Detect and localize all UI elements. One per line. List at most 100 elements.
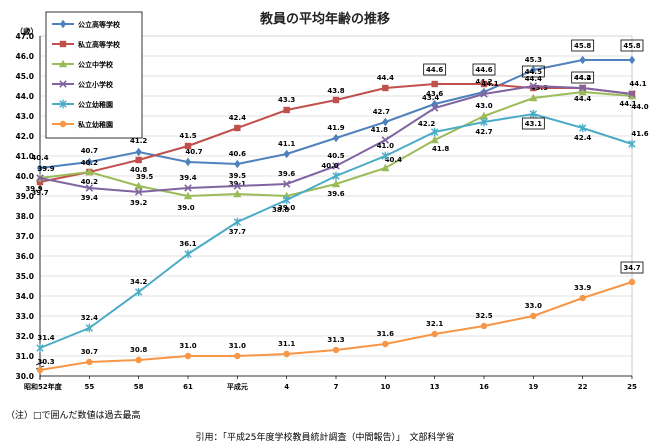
data-label: 34.2: [130, 278, 147, 286]
data-label: 41.0: [377, 142, 394, 150]
record-high-box: [571, 71, 595, 84]
point: [85, 184, 94, 192]
y-tick-label: 46.0: [15, 52, 34, 61]
data-label: 41.8: [371, 126, 388, 134]
point: [529, 109, 538, 119]
point: [58, 59, 68, 68]
data-label: 39.6: [327, 190, 344, 198]
point: [59, 80, 67, 88]
x-tick-label: 昭和52年度: [24, 382, 63, 391]
y-axis-label: （歳）: [16, 26, 39, 36]
point: [430, 104, 439, 112]
record-high-box: [521, 65, 545, 78]
y-tick-label: 37.0: [15, 232, 34, 241]
legend-label: 公立小学校: [78, 80, 114, 89]
point: [36, 163, 44, 173]
x-tick-label: 10: [380, 383, 390, 391]
point: [282, 180, 291, 188]
point: [529, 82, 538, 90]
y-tick-label: 42.0: [15, 132, 34, 141]
data-label: 41.2: [130, 137, 147, 145]
data-label: 39.4: [179, 174, 196, 182]
point: [628, 278, 636, 286]
data-label: 43.1: [525, 120, 542, 128]
point: [480, 117, 488, 127]
point: [579, 55, 586, 65]
data-label: 44.1: [629, 80, 646, 88]
data-label: 39.6: [278, 170, 295, 178]
data-label: 39.1: [229, 180, 246, 188]
y-tick-label: 35.0: [15, 272, 34, 281]
point: [628, 90, 636, 98]
point: [332, 133, 340, 143]
data-label: 36.1: [179, 240, 196, 248]
legend-label: 公立幼稚園: [78, 100, 113, 109]
data-label: 32.4: [81, 314, 98, 322]
data-label: 31.3: [327, 336, 344, 344]
data-label: 34.7: [623, 264, 640, 272]
data-label: 44.1: [619, 100, 636, 108]
data-label: 45.8: [574, 42, 591, 50]
data-label: 42.4: [574, 134, 591, 142]
data-label: 39.5: [136, 173, 153, 181]
data-label: 40.8: [130, 166, 147, 174]
x-tick-label: 13: [430, 383, 440, 391]
point: [233, 189, 242, 198]
data-label: 40.7: [185, 148, 202, 156]
x-tick-label: 25: [627, 383, 637, 391]
data-label: 30.8: [130, 346, 147, 354]
data-label: 43.3: [278, 96, 295, 104]
y-tick-label: 40.0: [15, 172, 34, 181]
point: [480, 90, 488, 98]
data-label: 31.1: [278, 340, 295, 348]
point: [59, 120, 67, 128]
record-high-box: [620, 261, 644, 274]
data-label: 44.4: [574, 95, 591, 103]
x-tick-label: 61: [183, 383, 193, 391]
y-tick-label: 39.0: [15, 192, 34, 201]
data-label: 31.6: [377, 330, 394, 338]
point: [135, 156, 142, 164]
data-label: 42.2: [418, 120, 435, 128]
point: [431, 330, 438, 338]
chart-note: （注）□で囲んだ数値は過去最高: [6, 411, 141, 421]
x-tick-label: 4: [284, 383, 289, 391]
data-label: 43.4: [422, 94, 439, 102]
point: [628, 139, 636, 149]
y-tick-label: 32.0: [15, 332, 34, 341]
point: [480, 80, 488, 88]
data-label: 39.4: [81, 194, 98, 202]
point: [135, 356, 142, 364]
data-label: 43.6: [426, 90, 443, 98]
data-label: 44.0: [631, 103, 648, 111]
data-label: 41.1: [278, 140, 295, 148]
record-high-box: [472, 63, 496, 76]
x-tick-label: 16: [479, 383, 489, 391]
point: [382, 340, 389, 348]
point: [382, 84, 389, 92]
data-label: 33.0: [525, 302, 542, 310]
data-label: 41.9: [327, 124, 344, 132]
point: [36, 178, 44, 186]
data-label: 44.5: [525, 68, 542, 76]
point: [184, 157, 192, 167]
data-label: 33.9: [574, 284, 591, 292]
x-tick-label: 22: [578, 383, 588, 391]
point: [85, 323, 94, 333]
point: [184, 184, 192, 192]
point: [283, 106, 290, 114]
data-label: 39.2: [130, 199, 147, 207]
x-tick-label: 7: [334, 383, 339, 391]
data-label: 37.7: [229, 228, 246, 236]
point: [530, 312, 537, 320]
point: [530, 65, 537, 75]
record-high-box: [521, 117, 545, 130]
point: [331, 179, 341, 188]
point: [282, 195, 291, 205]
data-label: 32.1: [426, 320, 443, 328]
point: [86, 157, 93, 167]
legend: [45, 11, 143, 139]
data-label: 31.4: [37, 334, 54, 342]
chart-title: 教員の平均年齢の推移: [259, 12, 390, 27]
